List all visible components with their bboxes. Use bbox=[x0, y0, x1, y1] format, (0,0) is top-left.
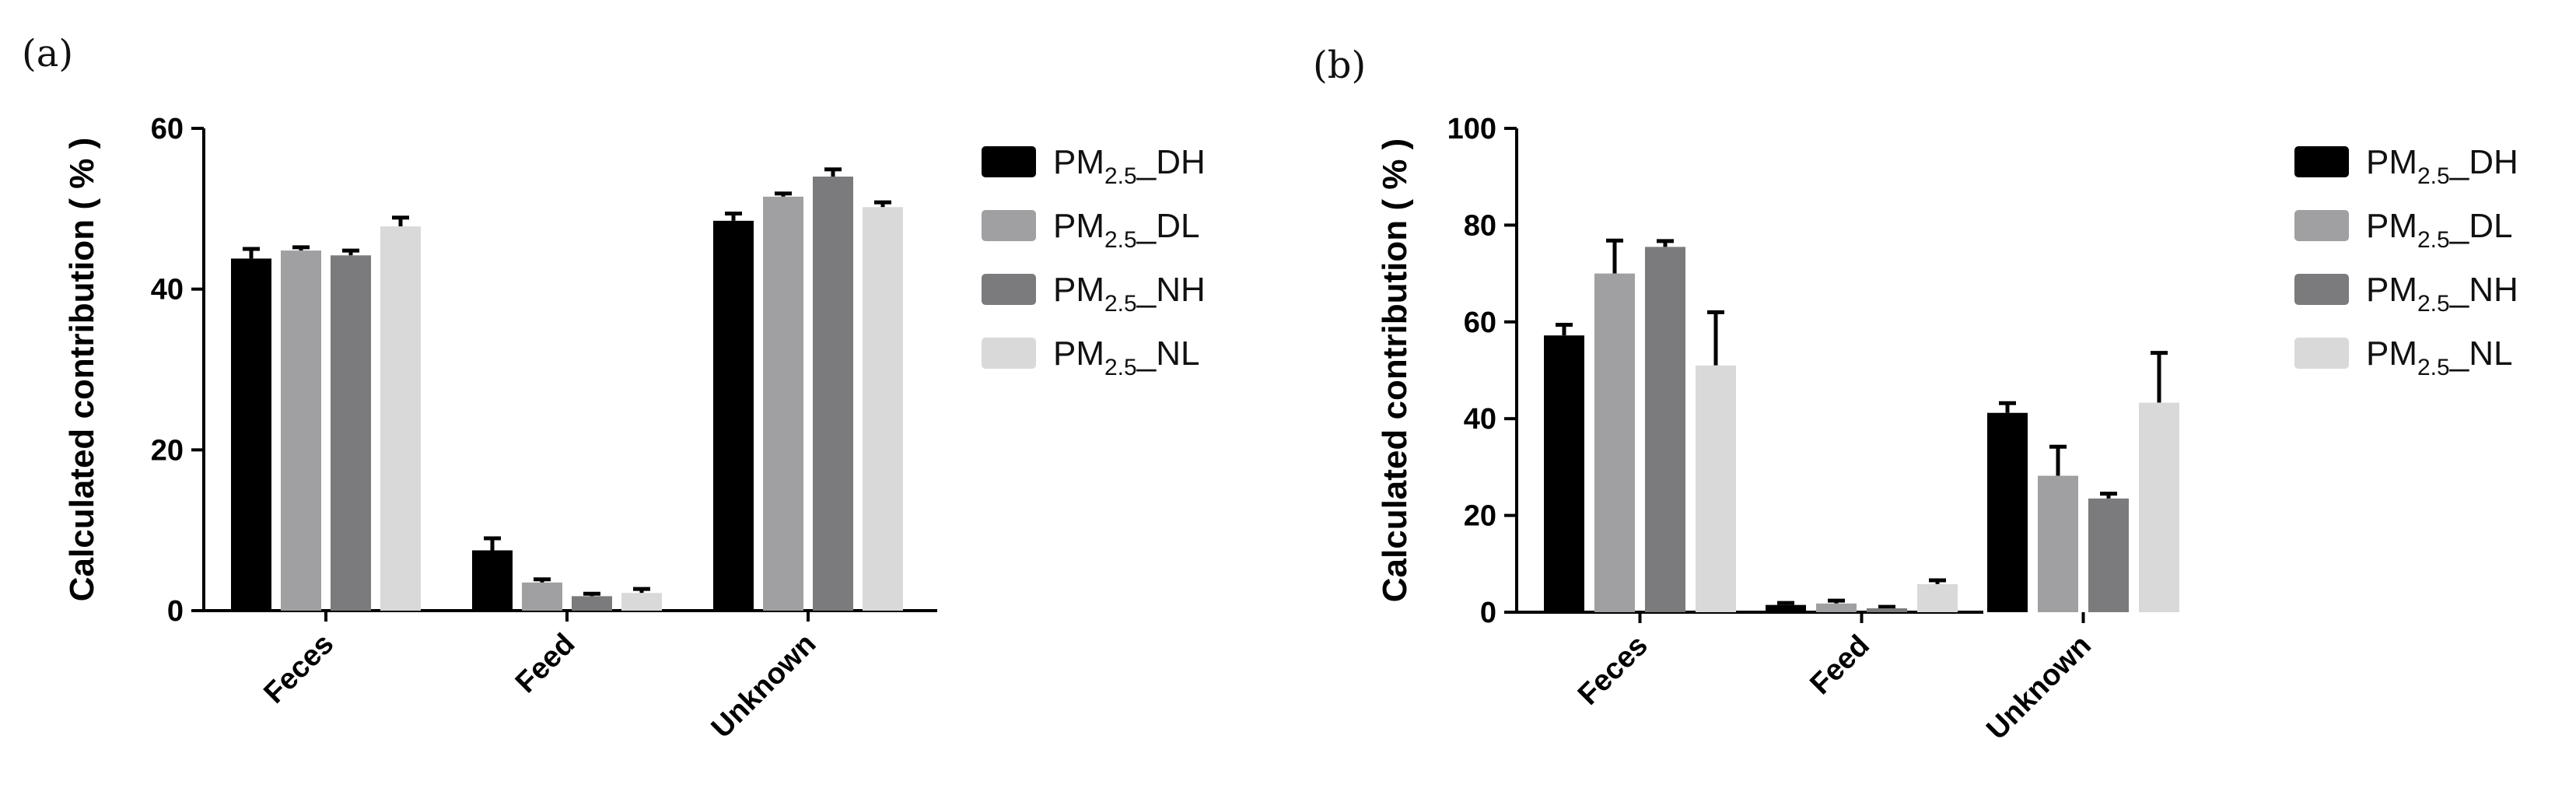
bar-feces-nh bbox=[331, 255, 371, 611]
legend-label: PM2.5_DH bbox=[2366, 143, 2518, 189]
legend-label-suffix: _NL bbox=[1136, 334, 1200, 373]
legend-label: PM2.5_DL bbox=[1053, 207, 1199, 253]
bar-unknown-nh bbox=[813, 177, 853, 611]
bar-unknown-dh bbox=[713, 220, 754, 611]
bar-unknown-nl bbox=[2139, 402, 2179, 612]
legend-swatch bbox=[982, 146, 1036, 177]
chart-panel-a: (a) 0 20 40 60 Calculated contribution ( % ) F… bbox=[22, 32, 1206, 744]
legend-label-subscript: 2.5 bbox=[1104, 227, 1137, 253]
legend-label-subscript: 2.5 bbox=[2417, 291, 2450, 317]
legend-label-subscript: 2.5 bbox=[1104, 355, 1137, 380]
bar-unknown-dl bbox=[2038, 475, 2078, 612]
y-axis-title: Calculated contribution ( % ) bbox=[1376, 138, 1414, 602]
legend-label-suffix: _NH bbox=[2449, 271, 2518, 309]
legend-label-suffix: _DH bbox=[1136, 143, 1206, 181]
y-tick-label: 0 bbox=[167, 595, 184, 628]
x-category-label: Unknown bbox=[705, 628, 823, 745]
legend-swatch bbox=[2294, 210, 2349, 241]
panel-label: (b) bbox=[1313, 44, 1366, 87]
bar-unknown-dh bbox=[1987, 412, 2028, 612]
legend-label: PM2.5_NH bbox=[2366, 271, 2518, 317]
bar-feces-dh bbox=[231, 258, 271, 611]
bar-feces-nl bbox=[380, 226, 421, 611]
legend-label-subscript: 2.5 bbox=[1104, 291, 1137, 317]
legend-label-subscript: 2.5 bbox=[2417, 355, 2450, 380]
y-tick-label: 0 bbox=[1480, 597, 1496, 629]
bar-feed-nh bbox=[572, 596, 612, 611]
bar-unknown-dl bbox=[763, 196, 803, 611]
legend-label-main: PM bbox=[2366, 334, 2417, 373]
bar-feces-nh bbox=[1645, 247, 1685, 612]
legend-label-main: PM bbox=[2366, 143, 2417, 181]
x-category-label: Feces bbox=[1572, 629, 1654, 712]
legend-label-subscript: 2.5 bbox=[1104, 163, 1137, 189]
y-tick-label: 40 bbox=[1464, 403, 1496, 436]
bar-feed-dh bbox=[472, 550, 513, 611]
bar-feces-dl bbox=[281, 250, 321, 611]
legend-label-main: PM bbox=[1053, 143, 1104, 181]
legend-label-main: PM bbox=[1053, 334, 1104, 373]
y-tick-label: 60 bbox=[1464, 306, 1496, 339]
legend-swatch bbox=[2294, 274, 2349, 305]
bar-feed-dh bbox=[1766, 604, 1806, 612]
legend-label-main: PM bbox=[2366, 207, 2417, 245]
panel-label: (a) bbox=[22, 32, 73, 75]
legend-label-suffix: _DH bbox=[2449, 143, 2518, 181]
legend-label-main: PM bbox=[1053, 271, 1104, 309]
legend-label-suffix: _NH bbox=[1136, 271, 1206, 309]
bar-feed-dl bbox=[1816, 603, 1857, 612]
legend-label-suffix: _DL bbox=[2449, 207, 2513, 245]
legend-label: PM2.5_NL bbox=[1053, 334, 1199, 380]
bar-feces-nl bbox=[1696, 365, 1736, 612]
bar-feed-nh bbox=[1867, 608, 1907, 612]
legend-swatch bbox=[2294, 146, 2349, 177]
bar-feces-dh bbox=[1544, 335, 1584, 612]
bar-feces-dl bbox=[1594, 273, 1635, 612]
legend-swatch bbox=[982, 210, 1036, 241]
y-tick-label: 80 bbox=[1464, 209, 1496, 242]
y-tick-label: 100 bbox=[1447, 113, 1496, 145]
legend-swatch bbox=[982, 338, 1036, 369]
legend-label-main: PM bbox=[1053, 207, 1104, 245]
legend-label: PM2.5_DH bbox=[1053, 143, 1206, 189]
chart-panel-b: (b) 0 20 40 60 80 100 Calculated contribution (… bbox=[1313, 44, 2518, 746]
legend-label-subscript: 2.5 bbox=[2417, 163, 2450, 189]
legend-label-main: PM bbox=[2366, 271, 2417, 309]
legend-swatch bbox=[2294, 338, 2349, 369]
legend-label: PM2.5_DL bbox=[2366, 207, 2512, 253]
bar-unknown-nl bbox=[863, 207, 903, 611]
x-category-label: Unknown bbox=[1980, 629, 2098, 747]
bar-feed-dl bbox=[522, 582, 562, 611]
legend-label-suffix: _DL bbox=[1136, 207, 1200, 245]
y-tick-label: 60 bbox=[151, 113, 184, 145]
legend-label-suffix: _NL bbox=[2449, 334, 2513, 373]
x-category-label: Feed bbox=[509, 628, 581, 699]
legend-label: PM2.5_NH bbox=[1053, 271, 1206, 317]
legend-swatch bbox=[982, 274, 1036, 305]
legend-label: PM2.5_NL bbox=[2366, 334, 2512, 380]
x-category-label: Feed bbox=[1804, 629, 1875, 701]
y-tick-label: 20 bbox=[1464, 500, 1496, 533]
bar-feed-nl bbox=[1917, 583, 1958, 612]
y-tick-label: 40 bbox=[151, 274, 184, 306]
y-axis-title: Calculated contribution ( % ) bbox=[63, 138, 101, 601]
legend-label-subscript: 2.5 bbox=[2417, 227, 2450, 253]
bar-unknown-nh bbox=[2088, 498, 2129, 612]
x-category-label: Feces bbox=[257, 628, 340, 710]
bar-feed-nl bbox=[621, 593, 662, 611]
y-tick-label: 20 bbox=[151, 434, 184, 467]
